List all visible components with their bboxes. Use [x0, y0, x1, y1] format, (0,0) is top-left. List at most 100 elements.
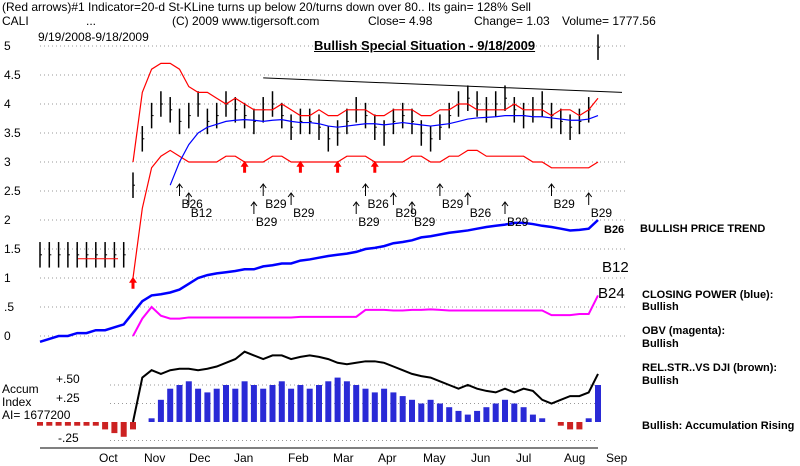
- buy-signal-arrowhead: [390, 192, 397, 198]
- buy-signal-label: B29: [256, 215, 278, 229]
- x-tick-label: Jun: [471, 451, 490, 465]
- moving-average-line: [169, 114, 599, 186]
- y-tick-label: 4: [4, 97, 11, 111]
- x-tick-label: Mar: [333, 451, 354, 465]
- accum-bar: [511, 403, 518, 422]
- accum-bar: [46, 422, 53, 426]
- x-tick-label: Sep: [606, 451, 628, 465]
- accum-bar: [529, 414, 536, 422]
- accum-bar: [595, 385, 601, 422]
- accum-bar: [64, 422, 71, 426]
- accum-bar: [427, 399, 434, 422]
- lower-band-line: [132, 149, 599, 279]
- accum-bar: [502, 399, 508, 422]
- y-tick-label: 1: [4, 271, 11, 285]
- buy-signal-label: B29: [358, 215, 380, 229]
- accum-bar: [539, 418, 546, 422]
- ticker-ellipsis: ...: [86, 14, 97, 28]
- x-tick-label: Apr: [378, 451, 397, 465]
- accum-bar: [111, 422, 118, 434]
- close-value: Close= 4.98: [368, 14, 433, 28]
- accum-bar: [250, 385, 257, 422]
- header-indicator-text: (Red arrows)#1 Indicator=20-d St-KLine t…: [2, 0, 531, 14]
- buy-signal-arrowhead: [176, 183, 183, 189]
- y-tick-label: 3: [4, 155, 11, 169]
- accum-bar: [343, 381, 350, 422]
- accum-bar: [418, 403, 425, 422]
- buy-signal-label: B29: [554, 197, 576, 211]
- buy-signal-label: B26: [470, 206, 492, 220]
- accum-bar: [120, 422, 127, 437]
- buy-signal-label: B29: [442, 197, 464, 211]
- accum-bar: [92, 422, 99, 426]
- buy-signal-arrowhead: [464, 192, 472, 198]
- accum-bar: [492, 403, 499, 422]
- buy-signal-arrowhead: [548, 183, 555, 189]
- accum-bar: [83, 422, 90, 426]
- y-tick-label: 0: [4, 329, 11, 343]
- buy-signal-arrowhead: [362, 183, 369, 189]
- x-tick-label: Oct: [99, 451, 118, 465]
- accum-bar: [157, 399, 164, 422]
- bullish-price-trend-label: BULLISH PRICE TREND: [640, 223, 766, 235]
- accum-bar: [102, 422, 109, 430]
- buy-signal-arrowhead: [408, 201, 416, 207]
- buy-signal-arrowhead: [436, 183, 444, 189]
- accum-bar: [195, 388, 202, 422]
- accum-title-1: Accum: [2, 382, 39, 396]
- buy-signal-label: B29: [507, 215, 529, 229]
- x-tick-label: May: [423, 451, 446, 465]
- y-tick-label: .5: [4, 300, 14, 314]
- red-arrow-signal: [333, 160, 342, 173]
- accum-bar: [455, 410, 462, 422]
- buy-signal-label: B29: [293, 206, 315, 220]
- b12-label-right: B12: [602, 259, 629, 276]
- upper-band-line: [132, 62, 599, 163]
- accum-bar: [362, 388, 369, 422]
- accum-bar: [55, 422, 62, 426]
- accum-tick-pos50: +.50: [56, 372, 80, 386]
- relstr-status: Bullish: [642, 375, 679, 387]
- accum-bar: [585, 418, 592, 422]
- accum-bar: [474, 410, 481, 422]
- accum-bar: [464, 414, 471, 422]
- accum-bar: [288, 388, 295, 422]
- buy-signal-arrowhead: [250, 201, 258, 207]
- accum-bar: [260, 388, 267, 422]
- buy-signal-label: B29: [414, 215, 436, 229]
- volume-value: Volume= 1777.56: [562, 14, 656, 28]
- red-arrow-signal: [370, 160, 379, 173]
- accum-bar: [37, 422, 43, 426]
- buy-signal-label: B26: [182, 197, 204, 211]
- b26-label-right: B26: [604, 224, 625, 236]
- buy-signal-arrowhead: [585, 192, 593, 198]
- b24-label-right: B24: [598, 285, 625, 302]
- accum-bar: [557, 422, 564, 426]
- accum-bar: [371, 392, 378, 422]
- accum-bar: [167, 388, 174, 422]
- relstr-line: [132, 350, 599, 423]
- x-tick-label: Nov: [144, 451, 165, 465]
- y-tick-label: 3.5: [4, 126, 21, 140]
- x-tick-label: Jul: [516, 451, 531, 465]
- closing-power-line: [39, 219, 599, 343]
- y-tick-label: 5: [4, 39, 11, 53]
- accum-bar: [232, 388, 239, 422]
- resistance-line: [263, 77, 623, 93]
- relstr-label: REL.STR..VS DJI (brown):: [642, 362, 778, 374]
- buy-signal-label: B29: [265, 197, 287, 211]
- red-arrow-signal: [240, 160, 249, 173]
- accum-bar: [576, 422, 583, 430]
- x-tick-label: Feb: [288, 451, 309, 465]
- accum-bar: [353, 385, 360, 422]
- accum-bar: [213, 388, 220, 422]
- accum-bar: [381, 388, 388, 422]
- y-tick-label: 1.5: [4, 242, 21, 256]
- accum-ai-value: AI= 1677200: [2, 408, 71, 422]
- closing-power-status: Bullish: [642, 301, 679, 313]
- buy-signal-arrowhead: [287, 192, 295, 198]
- accum-bar: [567, 422, 574, 430]
- accum-bar: [409, 399, 415, 422]
- ticker-symbol: CALI: [2, 14, 29, 28]
